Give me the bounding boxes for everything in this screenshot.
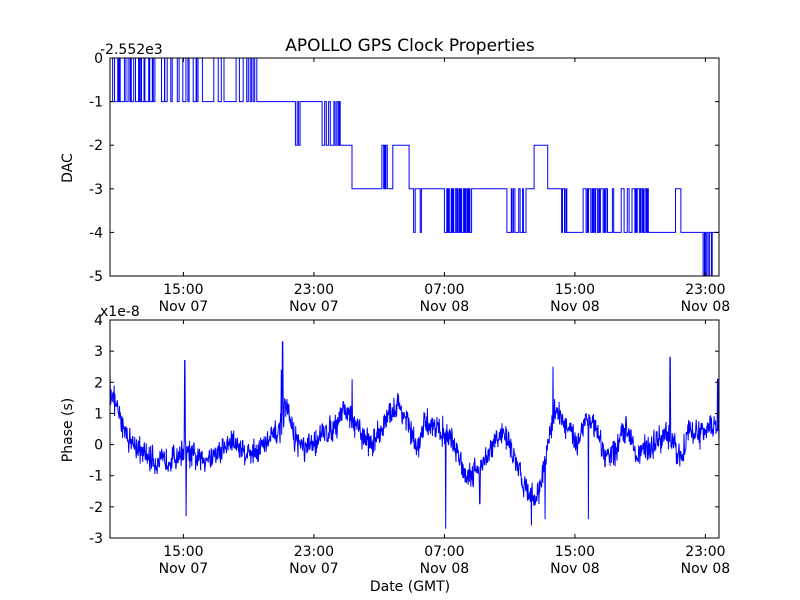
x-tick-label-date: Nov 07 <box>159 561 209 577</box>
x-tick-label-date: Nov 08 <box>420 299 470 315</box>
y-tick-label: -2 <box>89 500 103 516</box>
x-tick-label-time: 23:00 <box>685 544 725 560</box>
x-tick-label-date: Nov 07 <box>159 299 209 315</box>
x-tick-label-date: Nov 08 <box>681 299 731 315</box>
x-tick-label-date: Nov 08 <box>420 561 470 577</box>
x-tick-label-time: 07:00 <box>424 544 464 560</box>
x-tick-label-time: 23:00 <box>685 282 725 298</box>
phase-series-line <box>110 341 719 529</box>
x-tick-label-date: Nov 07 <box>289 561 339 577</box>
x-tick-label-time: 15:00 <box>555 282 595 298</box>
y-tick-label: -4 <box>89 225 103 241</box>
y-tick-label: -5 <box>89 269 103 285</box>
y-tick-label: -1 <box>89 469 103 485</box>
dac-offset-label: -2.552e3 <box>100 42 163 58</box>
x-tick-label-date: Nov 07 <box>289 299 339 315</box>
dac-series-line <box>110 58 719 276</box>
y-tick-label: -3 <box>89 182 103 198</box>
y-tick-label: 4 <box>94 313 103 329</box>
y-tick-label: 2 <box>94 375 103 391</box>
phase-x-axis-label: Date (GMT) <box>370 579 450 595</box>
x-tick-label-time: 15:00 <box>555 544 595 560</box>
x-tick-label-date: Nov 08 <box>550 561 600 577</box>
plot-frame <box>109 319 720 539</box>
plot-frame <box>109 57 720 277</box>
x-tick-label-time: 15:00 <box>163 544 203 560</box>
y-tick-label: -2 <box>89 138 103 154</box>
phase-y-axis-label: Phase (s) <box>60 398 76 462</box>
phase-offset-label: x1e-8 <box>100 304 140 320</box>
x-tick-label-time: 15:00 <box>163 282 203 298</box>
y-tick-label: 0 <box>94 438 103 454</box>
x-tick-label-time: 07:00 <box>424 282 464 298</box>
y-tick-label: 0 <box>94 51 103 67</box>
x-tick-label-time: 23:00 <box>294 544 334 560</box>
chart-title: APOLLO GPS Clock Properties <box>285 36 535 56</box>
phase-panel: x1e-8 Phase (s) Date (GMT) 4 3 2 1 0 -1 -2 -3 15… <box>60 304 730 595</box>
y-tick-label: -3 <box>89 531 103 547</box>
x-tick-label-date: Nov 08 <box>550 299 600 315</box>
dac-y-axis-label: DAC <box>60 153 76 183</box>
x-tick-label-date: Nov 08 <box>681 561 731 577</box>
y-tick-label: 3 <box>94 344 103 360</box>
y-tick-label: -1 <box>89 95 103 111</box>
y-tick-label: 1 <box>94 406 103 422</box>
x-tick-label-time: 23:00 <box>294 282 334 298</box>
